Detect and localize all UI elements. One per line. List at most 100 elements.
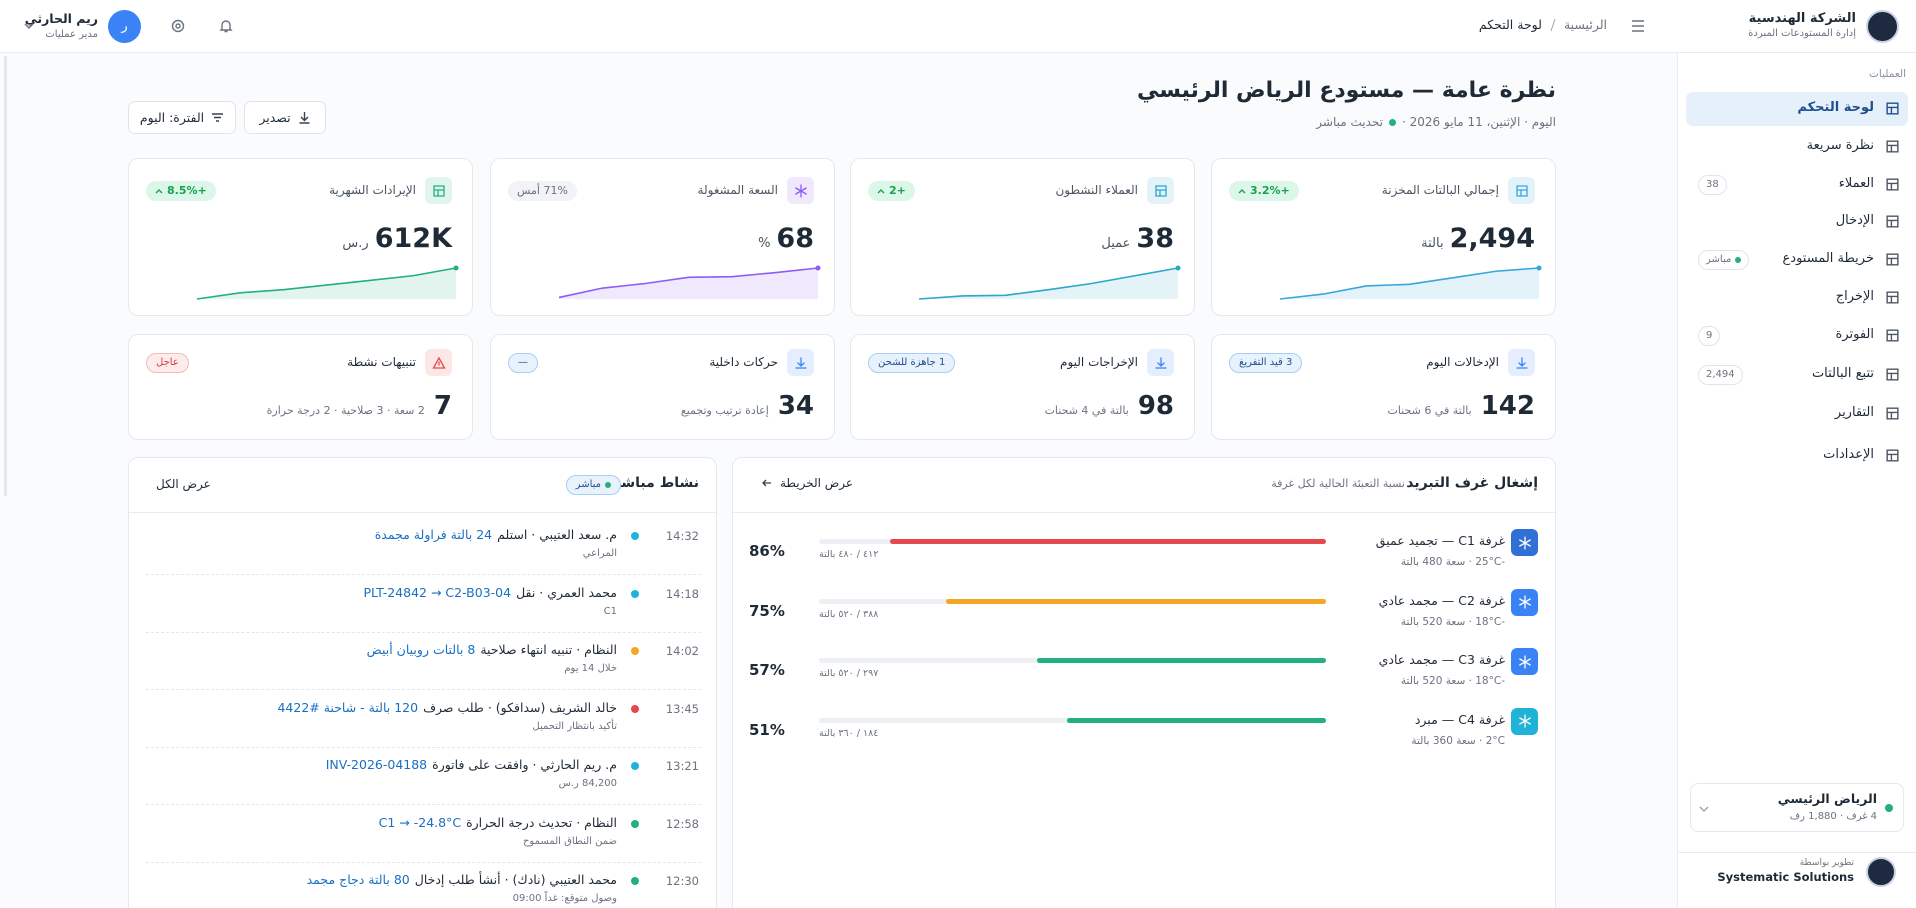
kpi-value-row: 38 عميل — [1101, 223, 1174, 254]
nav-item[interactable]: العملاء 38 — [1686, 168, 1908, 202]
activity-sub: المراعي — [582, 548, 617, 559]
period-button[interactable]: الفترة: اليوم — [128, 101, 236, 134]
room-icon — [1511, 648, 1538, 675]
user-name[interactable]: ريم الحارثي — [24, 11, 98, 26]
nav-item[interactable]: الإدخال — [1686, 205, 1908, 239]
user-avatar[interactable]: ر — [108, 10, 141, 43]
activity-highlight: 80 بالتة دجاج مجمد — [306, 872, 410, 887]
stat-card: الإدخالات اليوم 3 قيد التفريغ 142 بالتة في … — [1211, 334, 1556, 440]
room-name: غرفة C3 — مجمد عادي — [1378, 652, 1505, 667]
divider — [146, 689, 701, 690]
breadcrumb-item: لوحة التحكم — [1478, 17, 1542, 32]
settings-icon[interactable] — [170, 18, 186, 34]
icon — [1886, 215, 1899, 228]
kpi-label: إجمالي البالتات المخزنة — [1381, 183, 1499, 197]
panel-link[interactable]: عرض الخريطة — [762, 476, 853, 490]
icon — [1886, 368, 1899, 381]
icon — [1515, 184, 1528, 197]
room-icon — [1511, 588, 1538, 616]
arrow-icon — [762, 479, 771, 487]
icon — [1518, 654, 1531, 669]
stat-icon — [1508, 349, 1535, 376]
icon-shape — [1518, 654, 1531, 669]
icon-shape — [1515, 356, 1528, 369]
trend-arrow — [877, 189, 885, 194]
arrow — [762, 479, 771, 487]
nav-item[interactable]: نظرة سريعة — [1686, 130, 1908, 164]
activity-highlight: 24 بالتة فراولة مجمدة — [374, 527, 493, 542]
icon-shape — [1154, 356, 1167, 369]
stat-label: حركات داخلية — [709, 355, 778, 369]
stat-label: تنبيهات نشطة — [347, 355, 416, 369]
nav-label: نظرة سريعة — [1806, 138, 1874, 153]
activity-actor: محمد العتيبي (نادك) · أنشأ طلب إدخال — [414, 872, 617, 887]
divider — [146, 631, 701, 633]
nav-item[interactable]: التقارير — [1686, 397, 1908, 431]
button-label: الفترة: اليوم — [139, 110, 205, 125]
sparkline-end — [815, 265, 821, 271]
live-dot — [605, 482, 611, 488]
panel-link[interactable]: عرض الكل — [156, 477, 211, 491]
room-percent: 75% — [749, 601, 785, 620]
nav-item[interactable]: خريطة المستودع مباشر — [1686, 243, 1908, 277]
nav-label: خريطة المستودع — [1782, 251, 1874, 266]
icon — [1515, 356, 1528, 369]
bar-fill — [889, 539, 1326, 544]
icon — [1518, 535, 1531, 550]
icon-shape — [1154, 184, 1167, 197]
kpi-icon — [1508, 177, 1535, 204]
activity-sub: ضمن النطاق المسموح — [522, 835, 617, 847]
nav-item[interactable]: الفوترة 9 — [1686, 319, 1908, 353]
icon — [1886, 140, 1899, 153]
notifications-icon[interactable] — [218, 18, 234, 34]
kpi-value-row: 68% — [758, 223, 814, 254]
stat-icon — [425, 349, 452, 376]
divider — [146, 746, 701, 748]
icon-shape — [1886, 449, 1899, 462]
sparkline — [918, 265, 1181, 300]
sparkline — [196, 265, 459, 300]
kpi-badge: +2 — [868, 181, 915, 201]
room-detail: 2°C · سعة 360 بالتة — [1411, 734, 1505, 747]
nav-label: التقارير — [1834, 405, 1874, 420]
chevron — [1699, 806, 1709, 812]
icon — [1886, 407, 1899, 420]
room-detail: -25°C · سعة 480 بالتة — [1400, 556, 1505, 568]
icon — [1886, 102, 1899, 115]
nav-label: الفوترة — [1835, 327, 1874, 342]
nav-label: تتبع البالتات — [1811, 366, 1874, 381]
activity-actor: خالد الشريف (سدافكو) · طلب صرف — [423, 699, 617, 715]
room-detail: -18°C · سعة 520 بالتة — [1400, 615, 1505, 628]
menu-icon[interactable] — [1630, 18, 1646, 34]
breadcrumb-item[interactable]: الرئيسية — [1563, 17, 1607, 32]
brand-tagline: إدارة المستودعات المبردة — [1748, 28, 1856, 39]
warehouse-detail: 4 غرف · 1,880 رف — [1789, 811, 1877, 822]
kpi-card: السعة المشغولة 71% أمس 68% — [490, 158, 835, 316]
icon — [1886, 253, 1899, 266]
activity-highlight: PLT-24842 → C2-B03-04 — [363, 584, 512, 600]
arrow — [1238, 189, 1246, 194]
arrow — [155, 189, 163, 194]
activity-text: النظام · تنبيه انتهاء صلاحية 8 بالتات روب… — [367, 642, 617, 657]
room-icon — [1511, 529, 1538, 556]
nav-item[interactable]: الإعدادات — [1686, 439, 1908, 473]
stat-value-row: 98 بالتة في 4 شحنات — [1045, 391, 1174, 421]
icon — [794, 183, 807, 198]
export-button[interactable]: تصدير — [244, 101, 326, 134]
nav-item[interactable]: لوحة التحكم — [1686, 92, 1908, 126]
stat-card: الإخراجات اليوم 1 جاهزة للشحن 98 بالتة في 4… — [850, 334, 1195, 440]
activity-time: 14:02 — [665, 644, 699, 658]
nav-item[interactable]: تتبع البالتات 2,494 — [1686, 358, 1908, 392]
icon-shape — [794, 183, 807, 198]
warehouse-selector[interactable]: الرياض الرئيسي 4 غرف · 1,880 رف — [1690, 783, 1904, 832]
nav-item[interactable]: الإخراج — [1686, 281, 1908, 315]
stat-value-row: 7 2 سعة · 3 صلاحية · 2 درجة حرارة — [267, 391, 452, 421]
room-icon — [1511, 707, 1538, 735]
nav-label: الإدخال — [1835, 213, 1874, 228]
bar-fill — [1067, 717, 1326, 723]
icon-shape — [1886, 368, 1899, 381]
user-menu-chevron[interactable] — [24, 21, 34, 31]
kpi-badge: 71% أمس — [508, 181, 577, 201]
panel-title: إشغال غرف التبريد — [1406, 475, 1538, 491]
room-detail: -18°C · سعة 520 بالتة — [1400, 675, 1505, 687]
